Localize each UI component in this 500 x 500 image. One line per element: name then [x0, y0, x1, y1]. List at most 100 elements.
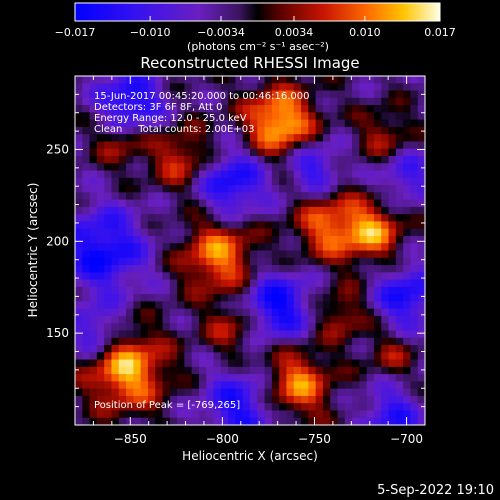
heatmap-cell	[184, 163, 193, 172]
heatmap-cell	[352, 315, 360, 324]
heatmap-cell	[75, 235, 83, 244]
heatmap-cell	[228, 90, 236, 99]
heatmap-cell	[403, 315, 411, 324]
heatmap-cell	[177, 323, 185, 331]
heatmap-cell	[96, 214, 105, 222]
heatmap-cell	[140, 206, 149, 215]
heatmap-cell	[381, 257, 390, 266]
heatmap-cell	[381, 235, 390, 244]
heatmap-cell	[82, 170, 91, 179]
heatmap-cell	[293, 250, 302, 259]
heatmap-cell	[89, 272, 98, 281]
heatmap-cell	[213, 228, 222, 237]
heatmap-cell	[352, 272, 360, 281]
heatmap-cell	[330, 359, 338, 368]
heatmap-cell	[198, 257, 207, 266]
heatmap-cell	[147, 330, 156, 339]
heatmap-cell	[271, 155, 280, 164]
heatmap-cell	[198, 177, 207, 186]
heatmap-cell	[279, 330, 287, 339]
heatmap-cell	[213, 279, 222, 288]
heatmap-cell	[417, 315, 426, 324]
heatmap-cell	[162, 170, 171, 179]
heatmap-cell	[147, 250, 156, 259]
heatmap-cell	[133, 395, 142, 404]
heatmap-cell	[293, 148, 302, 157]
heatmap-cell	[417, 279, 426, 288]
heatmap-cell	[352, 134, 360, 142]
heatmap-cell	[417, 141, 426, 150]
heatmap-cell	[373, 294, 382, 302]
heatmap-cell	[235, 366, 244, 375]
heatmap-cell	[417, 235, 426, 244]
heatmap-cell	[89, 366, 98, 375]
heatmap-cell	[301, 206, 309, 215]
heatmap-cell	[373, 134, 382, 142]
heatmap-cell	[301, 250, 309, 259]
heatmap-cell	[191, 272, 200, 281]
colorbar-tick-label: 0.0034	[275, 26, 314, 39]
heatmap-cell	[162, 76, 171, 84]
heatmap-cell	[228, 286, 236, 295]
heatmap-cell	[344, 206, 353, 215]
heatmap-cell	[264, 308, 273, 317]
heatmap-cell	[315, 250, 324, 259]
heatmap-cell	[177, 315, 185, 324]
heatmap-cell	[344, 352, 353, 361]
heatmap-cell	[359, 76, 368, 84]
heatmap-cell	[177, 301, 185, 310]
chart-title: Reconstructed RHESSI Image	[140, 54, 359, 72]
heatmap-cell	[155, 403, 163, 411]
heatmap-cell	[140, 155, 149, 164]
heatmap-cell	[155, 265, 163, 273]
heatmap-cell	[271, 235, 280, 244]
heatmap-cell	[169, 381, 178, 390]
heatmap-cell	[388, 294, 397, 302]
heatmap-cell	[82, 257, 91, 266]
heatmap-cell	[133, 83, 142, 92]
heatmap-cell	[155, 359, 163, 368]
heatmap-cell	[264, 243, 273, 251]
heatmap-cell	[220, 97, 229, 106]
heatmap-cell	[293, 272, 302, 281]
heatmap-cell	[279, 279, 287, 288]
heatmap-cell	[89, 286, 98, 295]
heatmap-cell	[344, 228, 353, 237]
heatmap-cell	[206, 221, 215, 230]
heatmap-cell	[242, 235, 251, 244]
heatmap-cell	[191, 403, 200, 411]
heatmap-cell	[191, 250, 200, 259]
heatmap-cell	[359, 265, 368, 273]
heatmap-cell	[373, 410, 382, 419]
heatmap-cell	[395, 170, 404, 179]
heatmap-cell	[250, 301, 258, 310]
heatmap-cell	[359, 170, 368, 179]
heatmap-cell	[286, 279, 295, 288]
heatmap-cell	[286, 337, 295, 346]
heatmap-cell	[410, 352, 419, 361]
heatmap-cell	[293, 90, 302, 99]
heatmap-cell	[191, 105, 200, 113]
heatmap-cell	[177, 366, 185, 375]
heatmap-cell	[257, 141, 266, 150]
heatmap-cell	[89, 185, 98, 193]
heatmap-cell	[242, 141, 251, 150]
heatmap-cell	[206, 352, 215, 361]
heatmap-cell	[257, 294, 266, 302]
heatmap-cell	[191, 417, 200, 426]
heatmap-cell	[75, 323, 83, 331]
heatmap-cell	[162, 323, 171, 331]
heatmap-cell	[126, 126, 134, 135]
heatmap-cell	[111, 374, 120, 382]
heatmap-cell	[126, 294, 134, 302]
heatmap-cell	[96, 97, 105, 106]
heatmap-cell	[133, 134, 142, 142]
heatmap-cell	[352, 170, 360, 179]
heatmap-cell	[75, 105, 83, 113]
heatmap-cell	[235, 308, 244, 317]
heatmap-cell	[75, 134, 83, 142]
heatmap-cell	[352, 112, 360, 121]
heatmap-cell	[330, 294, 338, 302]
heatmap-cell	[169, 185, 178, 193]
heatmap-cell	[301, 83, 309, 92]
